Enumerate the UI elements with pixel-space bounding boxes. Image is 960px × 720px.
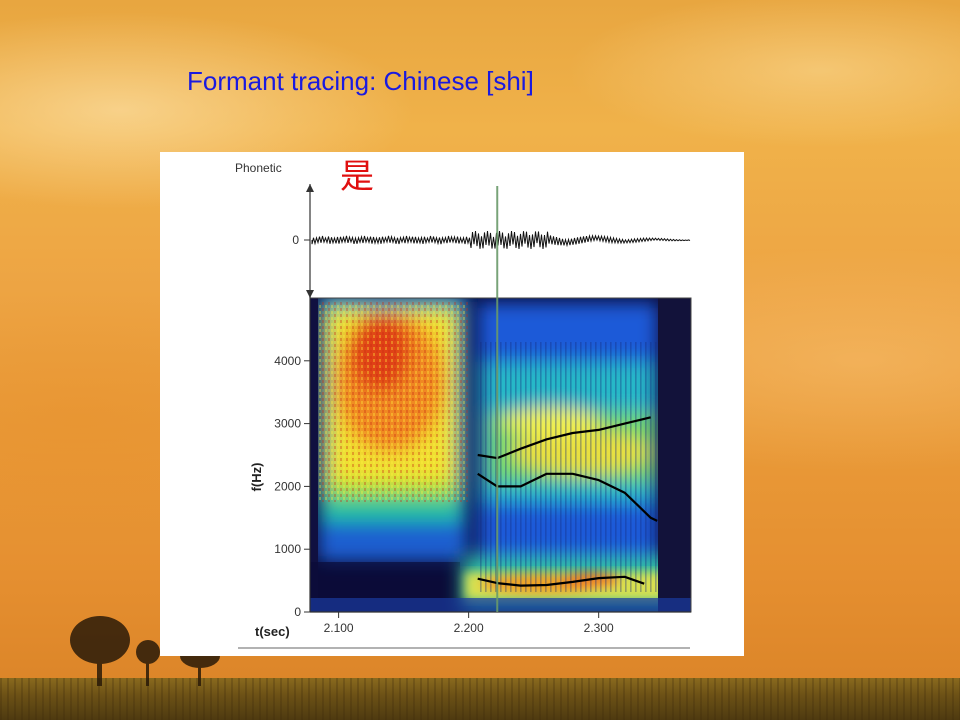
y-tick-label: 4000 — [274, 354, 301, 368]
y-tick-label: 0 — [294, 605, 301, 619]
x-tick-label: 2.200 — [454, 621, 484, 635]
phonetic-character: 是 — [340, 157, 374, 197]
spectrogram-svg: Phonetic 是 0 — [235, 157, 692, 649]
phonetic-tier-label: Phonetic — [235, 161, 282, 175]
x-axis-title: t(sec) — [255, 624, 290, 639]
formant-trace-3 — [477, 416, 651, 460]
formant-traces — [477, 416, 658, 587]
formant-trace-1 — [477, 575, 645, 587]
tree-silhouette — [70, 616, 220, 686]
slide-title: Formant tracing: Chinese [shi] — [187, 66, 534, 96]
spectrogram-heatmap — [310, 298, 691, 612]
y-tick-label: 2000 — [274, 479, 301, 493]
formant-trace-2 — [477, 472, 658, 522]
x-tick-label: 2.100 — [324, 621, 354, 635]
y-axis-title: f(Hz) — [249, 463, 264, 492]
spectrogram-figure: Phonetic 是 0 — [160, 152, 744, 656]
waveform-axis-arrow-up — [306, 184, 314, 192]
axes-layer: 0 1000 2000 3000 4000 2.100 2.200 2.300 — [274, 294, 691, 635]
x-tick-label: 2.300 — [584, 621, 614, 635]
y-tick-label: 1000 — [274, 542, 301, 556]
background-field — [0, 678, 960, 720]
waveform-signal — [311, 230, 691, 250]
y-tick-label: 3000 — [274, 417, 301, 431]
waveform-zero-label: 0 — [292, 233, 299, 247]
